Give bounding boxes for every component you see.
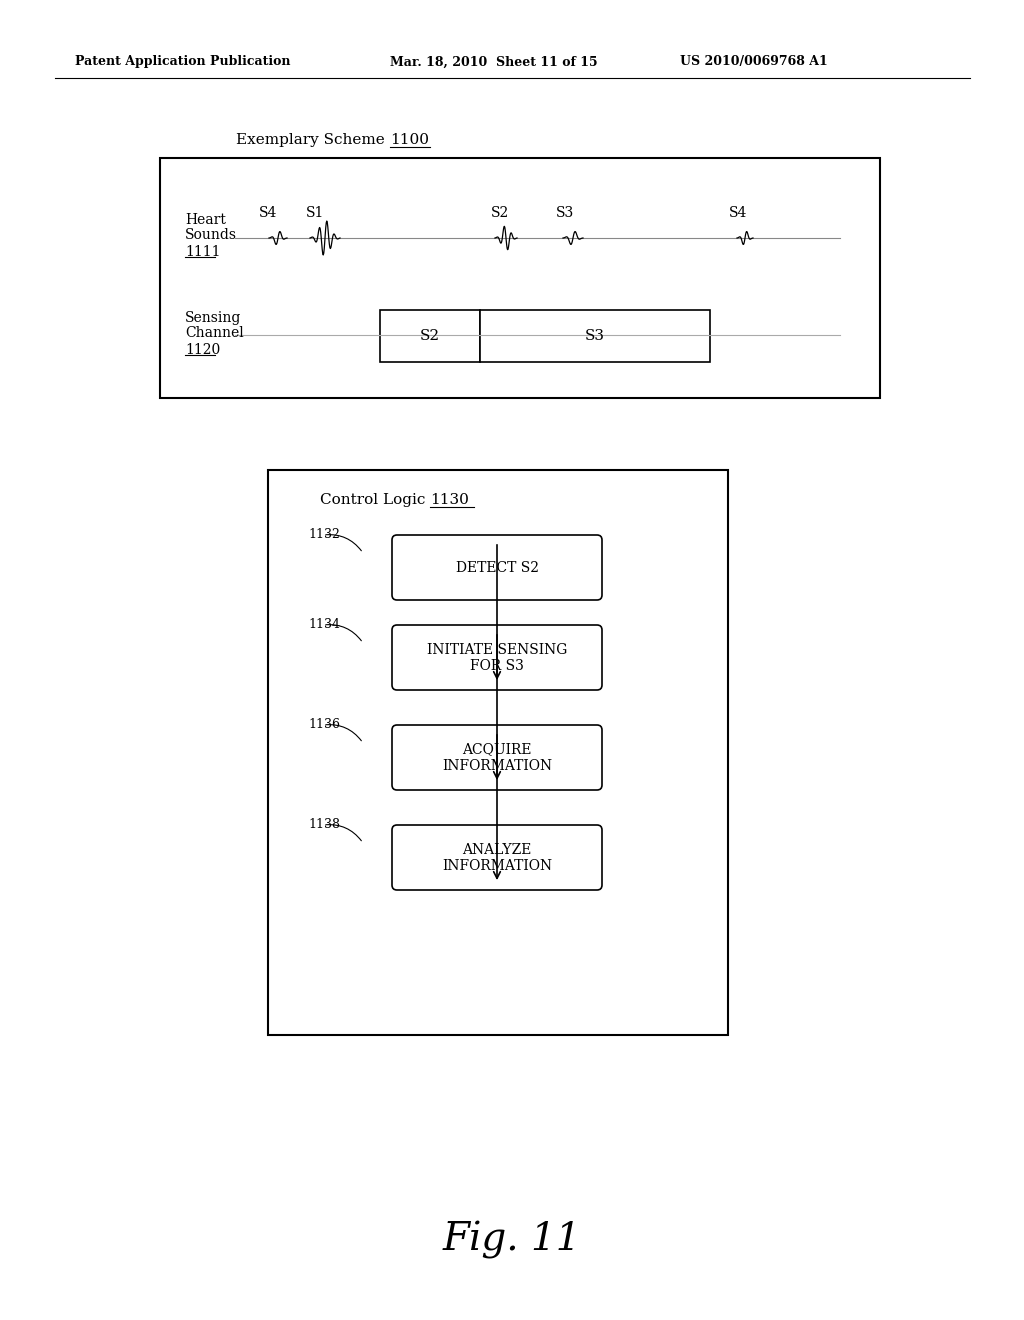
- Text: DETECT S2: DETECT S2: [456, 561, 539, 574]
- Bar: [380, 310, 480, 362]
- Text: Fig. 11: Fig. 11: [442, 1221, 582, 1259]
- Text: S2: S2: [490, 206, 509, 220]
- Text: S1: S1: [306, 206, 325, 220]
- Text: 1111: 1111: [185, 246, 220, 259]
- Text: S3: S3: [556, 206, 574, 220]
- Text: Channel: Channel: [185, 326, 244, 341]
- FancyBboxPatch shape: [392, 535, 602, 601]
- Text: 1134: 1134: [308, 619, 340, 631]
- Bar: [268, 470, 728, 1035]
- Text: Control Logic: Control Logic: [319, 492, 430, 507]
- Text: Mar. 18, 2010  Sheet 11 of 15: Mar. 18, 2010 Sheet 11 of 15: [390, 55, 598, 69]
- Text: INFORMATION: INFORMATION: [442, 858, 552, 873]
- Text: INITIATE SENSING: INITIATE SENSING: [427, 643, 567, 656]
- FancyBboxPatch shape: [392, 725, 602, 789]
- Text: Sounds: Sounds: [185, 228, 237, 242]
- Text: Patent Application Publication: Patent Application Publication: [75, 55, 291, 69]
- Text: ACQUIRE: ACQUIRE: [462, 742, 531, 756]
- Text: Heart: Heart: [185, 213, 226, 227]
- Text: US 2010/0069768 A1: US 2010/0069768 A1: [680, 55, 827, 69]
- Bar: [480, 310, 710, 362]
- Text: S3: S3: [585, 329, 605, 343]
- Text: S2: S2: [420, 329, 440, 343]
- Text: S4: S4: [259, 206, 278, 220]
- FancyBboxPatch shape: [392, 825, 602, 890]
- Text: S4: S4: [729, 206, 748, 220]
- Text: 1136: 1136: [308, 718, 340, 731]
- Text: 1138: 1138: [308, 818, 340, 832]
- Text: 1132: 1132: [308, 528, 340, 541]
- Text: 1100: 1100: [390, 133, 429, 147]
- Text: Exemplary Scheme: Exemplary Scheme: [237, 133, 390, 147]
- Text: INFORMATION: INFORMATION: [442, 759, 552, 772]
- Text: 1130: 1130: [430, 492, 469, 507]
- FancyBboxPatch shape: [392, 624, 602, 690]
- Bar: [160, 158, 880, 399]
- Text: Sensing: Sensing: [185, 312, 242, 325]
- Text: 1120: 1120: [185, 343, 220, 356]
- Text: ANALYZE: ANALYZE: [462, 842, 531, 857]
- Text: FOR S3: FOR S3: [470, 659, 524, 672]
